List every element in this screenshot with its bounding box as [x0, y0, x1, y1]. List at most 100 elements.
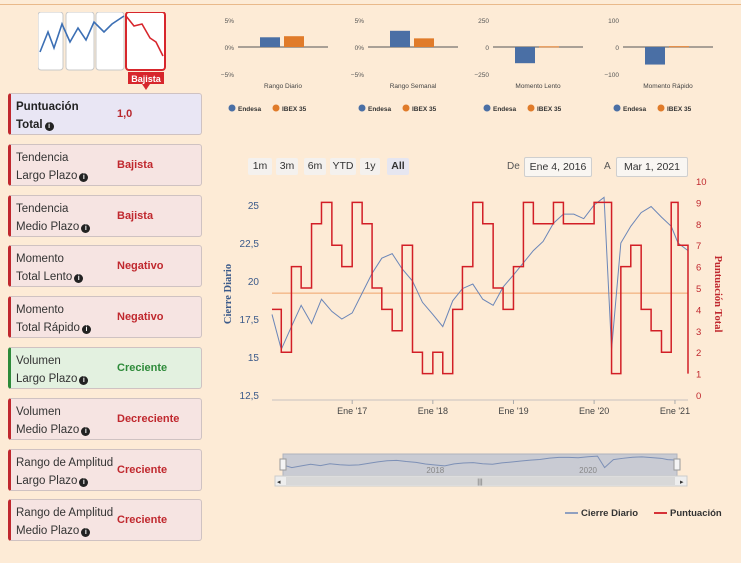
y-tick-label: 12,5 [240, 391, 260, 402]
x-tick-label: Ene '21 [660, 406, 690, 416]
indicator-label-line1: Volumen [16, 355, 61, 367]
indicator-label-line1: Tendencia [16, 202, 69, 215]
scroll-grip-icon[interactable]: ||| [477, 479, 483, 486]
indicator-value: Creciente [117, 362, 168, 374]
legend-label-puntuacion[interactable]: Puntuación [670, 508, 722, 519]
legend-label[interactable]: Endesa [238, 106, 262, 113]
legend-label[interactable]: IBEX 35 [412, 106, 437, 113]
range-button-1y[interactable]: 1y [360, 158, 380, 175]
y2-tick-label: 3 [696, 327, 701, 338]
mini-x-label: Rango Semanal [390, 83, 437, 90]
legend-label[interactable]: Endesa [623, 106, 647, 113]
legend-label[interactable]: Endesa [493, 106, 517, 113]
info-icon[interactable]: i [74, 274, 84, 284]
indicator-label-line2: Medio Plazo [16, 220, 80, 233]
navigator-series [282, 455, 678, 469]
y2-tick-label: 8 [696, 220, 701, 231]
indicator-label-line2: Largo Plazo [16, 373, 78, 385]
mini-chart: 5% 0% −5% Rango Diario Endesa IBEX 35 [221, 18, 328, 113]
y-tick-label: 15 [248, 353, 260, 364]
legend-dot [483, 104, 491, 112]
indicator-value: Negativo [117, 311, 164, 324]
y2-axis-title: Puntuación Total [712, 256, 723, 333]
indicator-label: Puntuación Total i [16, 98, 116, 134]
info-icon[interactable]: i [79, 172, 89, 182]
scrollbar-track[interactable] [274, 475, 688, 487]
info-icon[interactable]: i [81, 528, 91, 538]
trend-logo-icon: Bajista [38, 12, 166, 90]
legend-dot [657, 104, 665, 112]
indicator-card: Rango de Amplitud Largo Plazo i Creciente [8, 448, 202, 491]
info-icon[interactable]: i [81, 223, 91, 233]
range-button-ytd[interactable]: YTD [330, 158, 356, 175]
range-to-input[interactable]: Mar 1, 2021 [616, 157, 688, 177]
indicator-label-line2: Medio Plazo [16, 423, 80, 436]
y-tick-label: 17,5 [240, 315, 260, 326]
mini-bar [414, 38, 434, 47]
indicator-label-line2: Total [16, 119, 43, 131]
indicator-value: Creciente [117, 463, 168, 476]
navigator-left-handle[interactable] [279, 458, 287, 471]
indicator-card: Momento Total Rápido i Negativo [8, 296, 202, 339]
mini-y-tick: 0% [225, 45, 235, 52]
range-button-3m[interactable]: 3m [276, 158, 298, 175]
indicator-label: Volumen Medio Plazo i [16, 403, 116, 439]
range-button-6m[interactable]: 6m [304, 158, 326, 175]
indicator-label: Momento Total Rápido i [16, 301, 116, 337]
info-icon[interactable]: i [81, 426, 91, 436]
y2-tick-label: 5 [696, 284, 701, 295]
range-button-all[interactable]: All [387, 158, 409, 175]
mini-y-tick: 0 [615, 45, 619, 52]
legend-label[interactable]: IBEX 35 [537, 106, 562, 113]
y-axis-title: Cierre Diario [223, 264, 234, 324]
info-icon[interactable]: i [79, 477, 89, 487]
indicator-label-line1: Rango de Amplitud [16, 456, 114, 469]
legend-dot [228, 104, 236, 112]
indicator-value: Decreciente [117, 412, 180, 425]
top-divider [0, 4, 741, 5]
y2-tick-label: 1 [696, 370, 701, 381]
legend-label[interactable]: IBEX 35 [282, 106, 307, 113]
legend-dot [527, 104, 535, 112]
range-button-1m[interactable]: 1m [248, 158, 272, 175]
indicator-label: Rango de Amplitud Largo Plazo i [16, 454, 116, 490]
indicator-label-line2: Total Lento [16, 271, 73, 284]
comparison-bar-charts: 5% 0% −5% Rango Diario Endesa IBEX 35 5% 0% −5% R… [221, 18, 713, 113]
indicator-value: Creciente [117, 514, 168, 527]
mini-chart: 5% 0% −5% Rango Semanal Endesa IBEX 35 [351, 18, 458, 113]
indicator-label: Tendencia Medio Plazo i [16, 200, 116, 236]
mini-bar [539, 46, 559, 48]
info-icon[interactable]: i [79, 376, 89, 385]
indicator-value: Bajista [117, 209, 154, 222]
legend-label-cierre[interactable]: Cierre Diario [581, 508, 638, 519]
mini-x-label: Rango Diario [264, 83, 302, 90]
scrollbar-thumb[interactable] [286, 477, 675, 485]
scroll-left-arrow-icon[interactable]: ◂ [277, 479, 281, 486]
mini-bar [645, 47, 665, 65]
navigator-right-handle[interactable] [673, 458, 681, 471]
legend-dot [358, 104, 366, 112]
mini-bar [284, 36, 304, 47]
range-from-input[interactable]: Ene 4, 2016 [524, 157, 592, 177]
info-icon[interactable]: i [81, 325, 91, 335]
legend-dot [272, 104, 280, 112]
legend-label[interactable]: Endesa [368, 106, 392, 113]
indicator-card: Tendencia Largo Plazo i Bajista [8, 143, 202, 186]
mini-y-tick: 5% [355, 18, 365, 25]
indicator-value: Negativo [117, 260, 164, 273]
indicator-label-line2: Medio Plazo [16, 525, 80, 538]
range-from-label: De [507, 161, 520, 172]
navigator-label: 2020 [579, 466, 597, 475]
indicator-card: Momento Total Lento i Negativo [8, 245, 202, 288]
info-icon[interactable]: i [44, 122, 54, 131]
scroll-right-arrow-icon[interactable]: ▸ [680, 479, 684, 486]
navigator-label: 2018 [426, 466, 444, 475]
mini-bar [390, 30, 410, 47]
mini-y-tick: 0% [355, 45, 365, 52]
legend-label[interactable]: IBEX 35 [667, 106, 692, 113]
mini-chart: 100 0 −100 Momento Rápido Endesa IBEX 35 [604, 18, 713, 113]
indicator-label: Volumen Largo Plazo i [16, 352, 116, 388]
indicator-card: Puntuación Total i 1,0 [8, 93, 202, 135]
mini-y-tick: 250 [478, 18, 489, 25]
navigator-window[interactable] [282, 453, 678, 477]
